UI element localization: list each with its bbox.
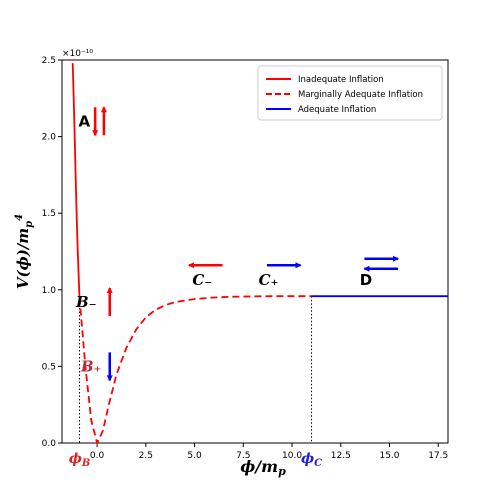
y-tick-label: 0.0 <box>42 439 57 449</box>
y-tick-label: 2.0 <box>42 133 57 143</box>
y-tick-label: 1.0 <box>42 286 57 296</box>
phi-b-label: ϕB <box>69 451 91 469</box>
x-tick-label: 10.0 <box>282 451 302 461</box>
x-axis-label: ϕ/mp <box>240 457 286 478</box>
x-tick-label: 15.0 <box>379 451 399 461</box>
plot-area <box>61 59 449 444</box>
annotation-label: C₋ <box>192 271 212 289</box>
region-annotations: A B₋ B₊ C₋ C₊ D <box>75 106 400 382</box>
annotation-arrow-head <box>92 130 99 137</box>
legend-label: Adequate Inflation <box>298 105 376 115</box>
x-tick-label: 12.5 <box>331 451 351 461</box>
annotation-arrow-head <box>106 287 113 294</box>
x-tick-label: 0.0 <box>90 451 105 461</box>
annotation-label: B₋ <box>75 293 97 311</box>
annotation-arrow-head <box>106 375 113 382</box>
annotation-arrow-head <box>363 265 370 272</box>
legend: Inadequate Inflation Marginally Adequate … <box>257 65 443 121</box>
y-axis-label: V(ϕ)/mp4 <box>14 214 35 289</box>
annotation-arrow-head <box>393 255 400 262</box>
y-tick-label: 0.5 <box>42 362 56 372</box>
x-tick-label: 7.5 <box>236 451 250 461</box>
series-line-0 <box>71 63 81 298</box>
series-line-1 <box>78 295 312 446</box>
annotation-label: B₊ <box>80 357 102 375</box>
annotation-arrow-head <box>100 106 107 113</box>
annotation-label: D <box>360 271 372 289</box>
x-tick-label: 5.0 <box>187 451 202 461</box>
phi-c-label: ϕC <box>301 451 322 469</box>
y-tick-label: 1.5 <box>42 209 56 219</box>
legend-label: Marginally Adequate Inflation <box>298 90 423 100</box>
series-lines <box>71 63 448 446</box>
x-tick-label: 17.5 <box>428 451 448 461</box>
axis-ticks: 0.0 2.5 5.0 7.5 10.0 12.5 15.0 17.5 0.0 0.5 1.0 1.5… <box>42 56 449 461</box>
legend-label: Inadequate Inflation <box>298 75 384 85</box>
annotation-label: A <box>79 112 91 130</box>
annotation-arrow-head <box>187 262 194 269</box>
annotation-arrow-head <box>295 262 302 269</box>
y-scale-note: ×10⁻¹⁰ <box>62 49 93 59</box>
x-tick-label: 2.5 <box>139 451 153 461</box>
annotation-label: C₊ <box>259 271 279 289</box>
legend-box <box>257 65 443 121</box>
y-tick-label: 2.5 <box>42 56 56 66</box>
